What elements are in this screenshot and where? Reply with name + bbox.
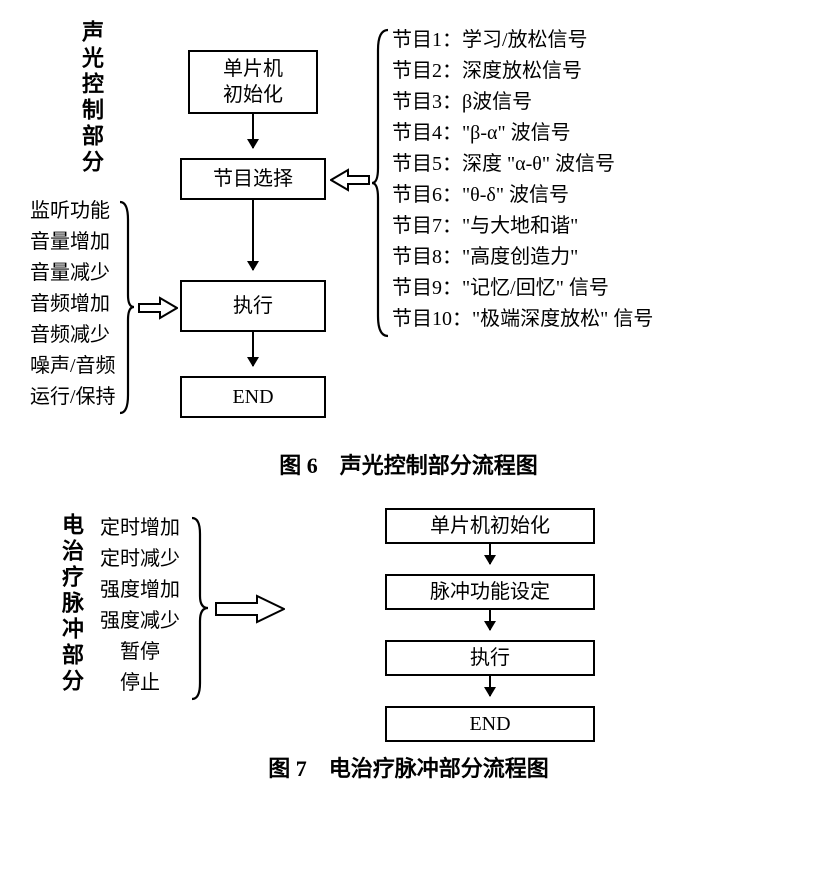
fig7-left-list: 定时增加 定时减少 强度增加 强度减少 暂停 停止 — [100, 513, 180, 699]
fig6-left-list: 监听功能 音量增加 音量减少 音频增加 音频减少 噪声/音频 运行/保持 — [30, 196, 116, 413]
fig7-box-pulse: 脉冲功能设定 — [385, 574, 595, 610]
fig7-left-item: 停止 — [100, 668, 180, 699]
fig6-right-item: 节目1：学习/放松信号 — [392, 25, 653, 56]
fig7-left-item: 强度增加 — [100, 575, 180, 606]
fig7-box-exec: 执行 — [385, 640, 595, 676]
fig6-box-init: 单片机 初始化 — [188, 50, 318, 114]
fig6-right-item: 节目7："与大地和谐" — [392, 211, 653, 242]
fig6-right-item: 节目2：深度放松信号 — [392, 56, 653, 87]
fig6-right-item: 节目9："记忆/回忆" 信号 — [392, 273, 653, 304]
fig6-left-item: 音量减少 — [30, 258, 116, 289]
fig6-right-item: 节目4："β-α" 波信号 — [392, 118, 653, 149]
fig6-right-item: 节目5：深度 "α-θ" 波信号 — [392, 149, 653, 180]
fig7-left-item: 暂停 — [100, 637, 180, 668]
fig6-left-item: 噪声/音频 — [30, 351, 116, 382]
fig6-right-brace-icon — [372, 28, 390, 343]
fig7-arrow-2-icon — [489, 610, 491, 630]
fig6-left-item: 监听功能 — [30, 196, 116, 227]
fig6-left-item: 音频减少 — [30, 320, 116, 351]
fig6-arrow-3-icon — [252, 332, 254, 366]
fig7-box-end: END — [385, 706, 595, 742]
fig7-left-brace-icon — [190, 516, 208, 706]
fig6-left-item: 运行/保持 — [30, 382, 116, 413]
fig6-left-brace-icon — [118, 200, 134, 420]
figure6: 声光控制部分 监听功能 音量增加 音量减少 音频增加 音频减少 噪声/音频 运行… — [20, 20, 797, 440]
fig6-right-item: 节目3：β波信号 — [392, 87, 653, 118]
fig6-box-init-l2: 初始化 — [223, 82, 283, 108]
fig6-arrow-right-to-select-icon — [330, 168, 370, 192]
fig6-right-item: 节目10："极端深度放松" 信号 — [392, 304, 653, 335]
fig7-left-item: 定时减少 — [100, 544, 180, 575]
fig7-left-item: 定时增加 — [100, 513, 180, 544]
fig6-right-list: 节目1：学习/放松信号 节目2：深度放松信号 节目3：β波信号 节目4："β-α… — [392, 25, 653, 335]
fig6-box-select: 节目选择 — [180, 158, 326, 200]
fig6-vertical-title: 声光控制部分 — [75, 20, 107, 176]
fig6-left-item: 音频增加 — [30, 289, 116, 320]
fig6-left-item: 音量增加 — [30, 227, 116, 258]
fig6-right-item: 节目8："高度创造力" — [392, 242, 653, 273]
fig6-arrow-1-icon — [252, 114, 254, 148]
fig6-arrow-2-icon — [252, 200, 254, 270]
fig6-box-init-l1: 单片机 — [223, 56, 283, 82]
figure7: 电治疗脉冲部分 定时增加 定时减少 强度增加 强度减少 暂停 停止 单片机初始化… — [20, 498, 797, 743]
fig7-arrow-1-icon — [489, 544, 491, 564]
fig6-arrow-left-to-exec-icon — [138, 296, 178, 320]
fig7-vertical-title: 电治疗脉冲部分 — [55, 513, 87, 695]
fig6-right-item: 节目6："θ-δ" 波信号 — [392, 180, 653, 211]
fig7-left-item: 强度减少 — [100, 606, 180, 637]
fig7-arrow-3-icon — [489, 676, 491, 696]
fig6-caption: 图 6 声光控制部分流程图 — [20, 448, 797, 480]
fig7-arrow-to-flow-icon — [215, 594, 285, 624]
fig6-box-end: END — [180, 376, 326, 418]
fig6-box-exec: 执行 — [180, 280, 326, 332]
fig7-box-init: 单片机初始化 — [385, 508, 595, 544]
fig7-caption: 图 7 电治疗脉冲部分流程图 — [20, 751, 797, 783]
